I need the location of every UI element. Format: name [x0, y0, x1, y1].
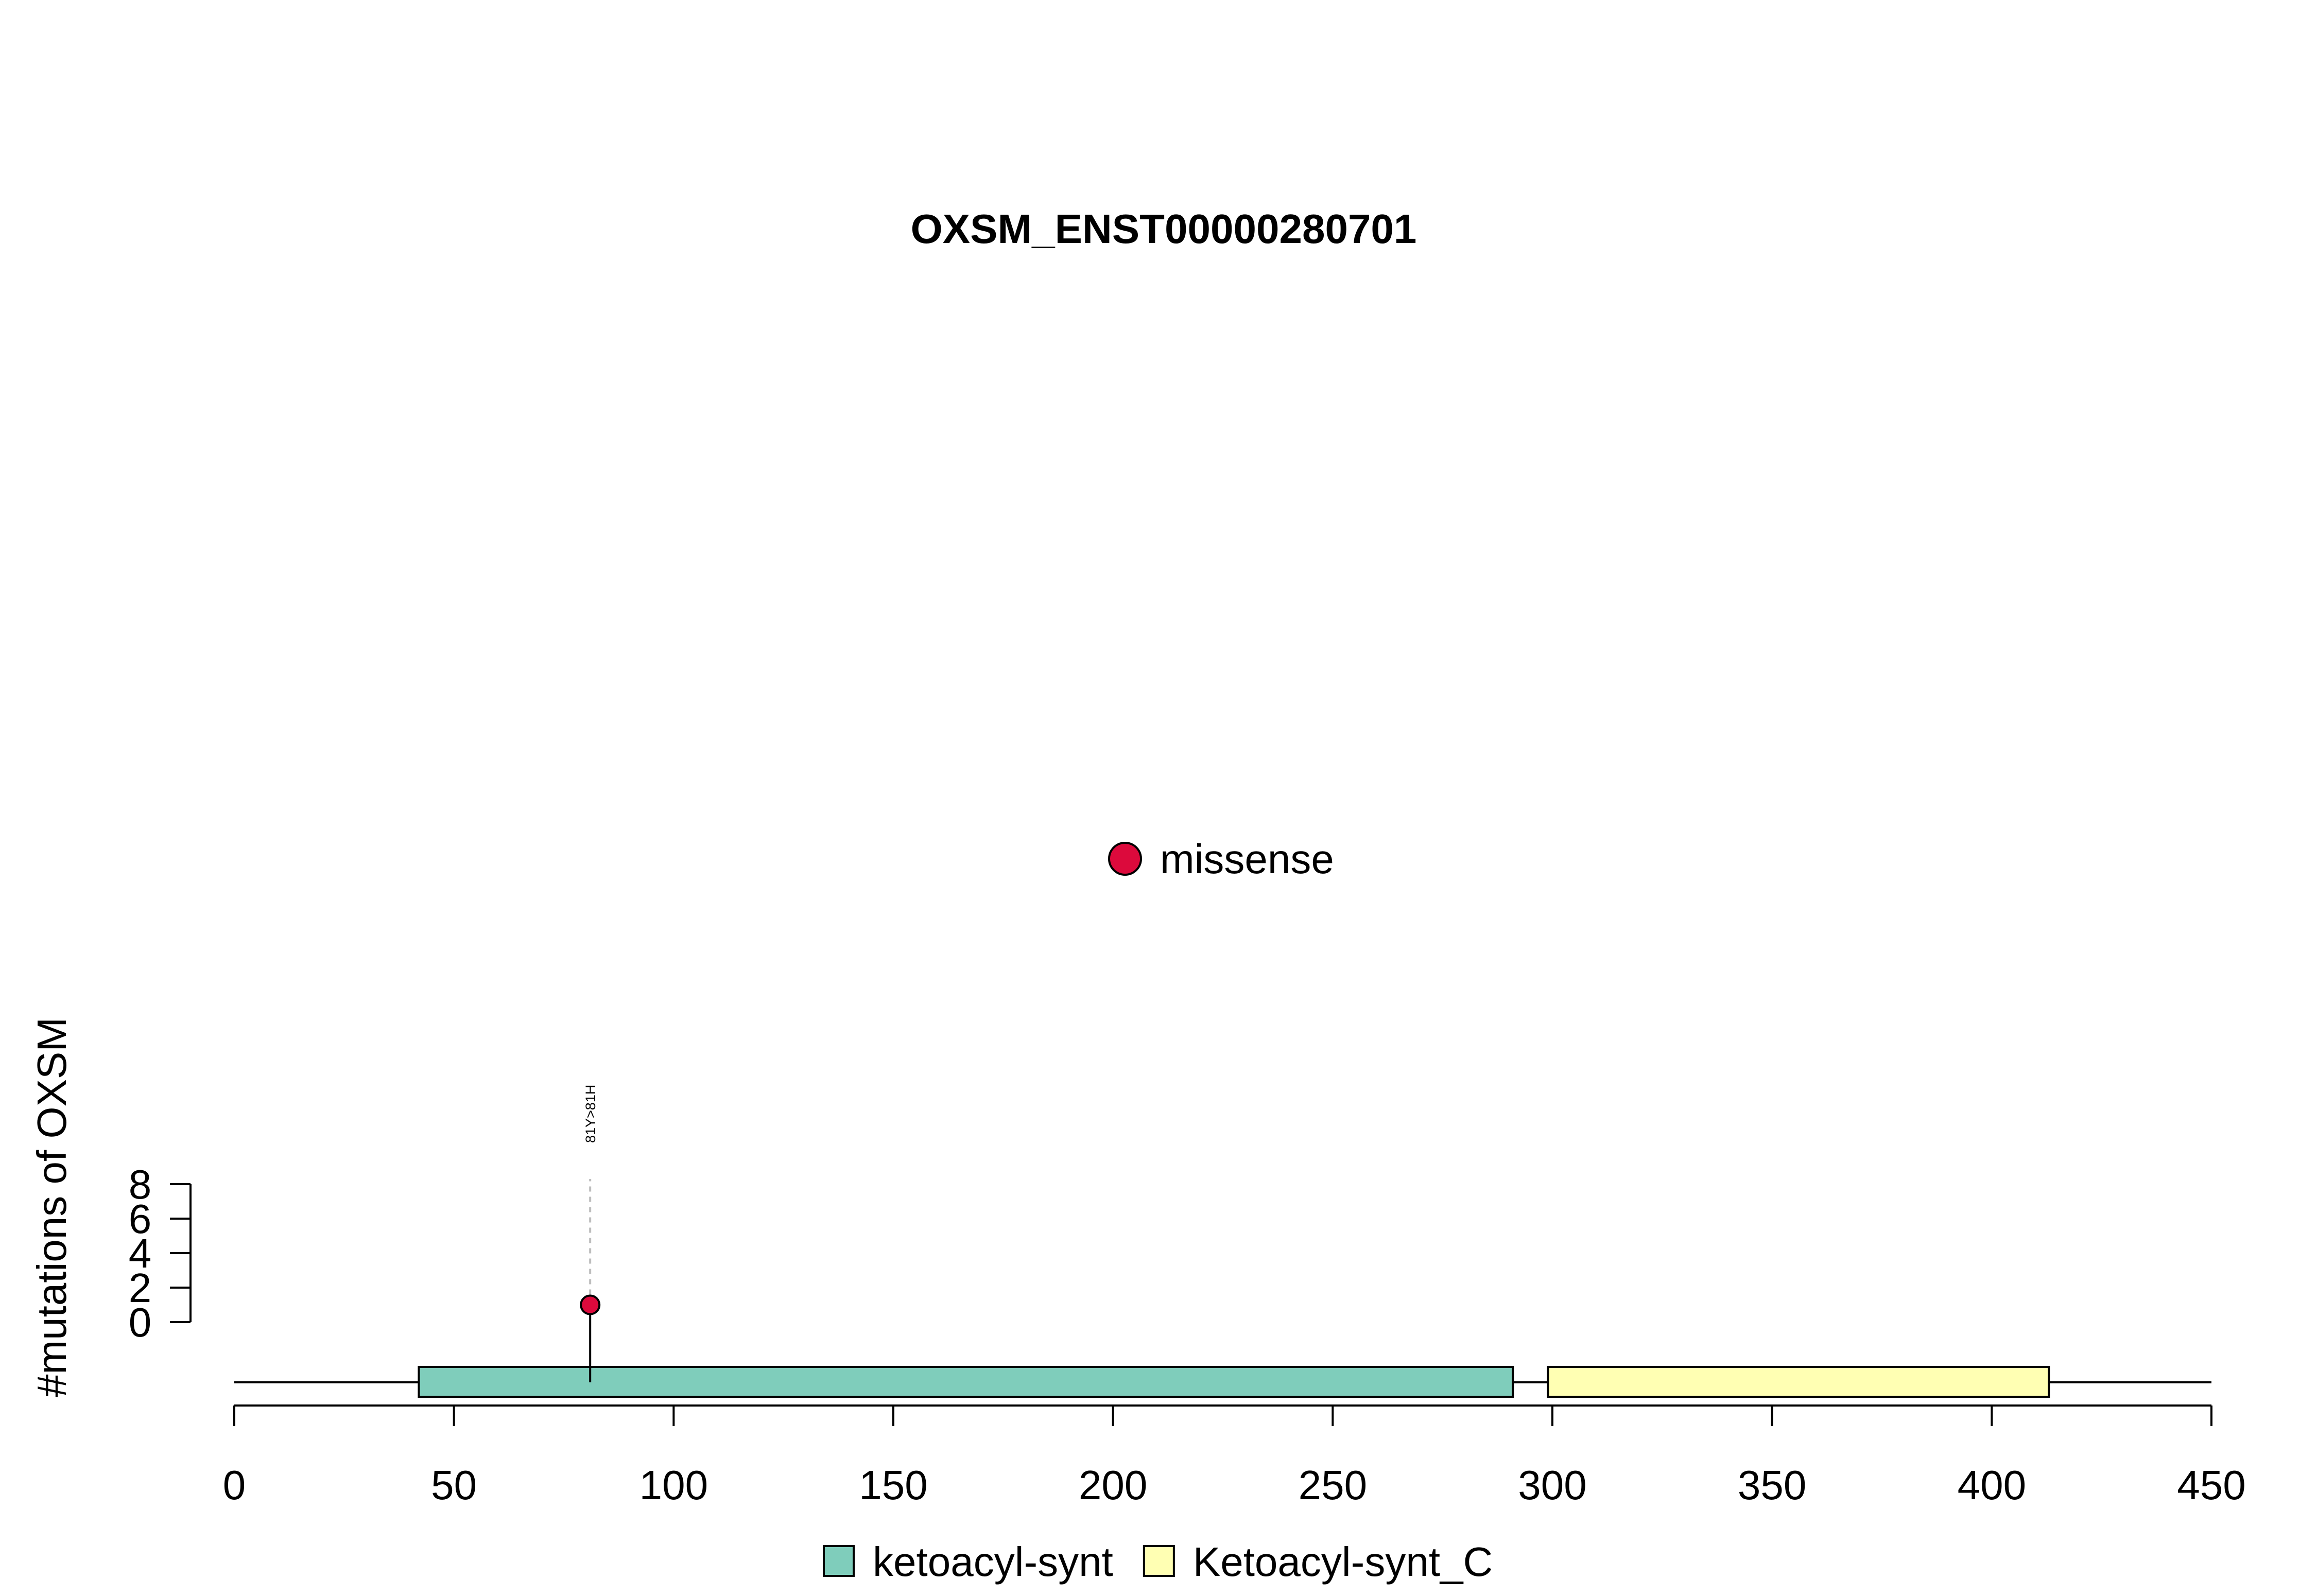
domain-legend: ketoacyl-synt Ketoacyl-synt_C [823, 1539, 1493, 1585]
mutation-point [580, 1294, 601, 1315]
mutation-type-legend: missense [1108, 836, 1334, 882]
x-tick-label: 250 [1299, 1462, 1367, 1508]
y-tick-label: 4 [129, 1230, 152, 1276]
legend-domain-swatch [823, 1545, 855, 1577]
legend-mutation-label: missense [1160, 836, 1334, 882]
mutation-label: 81Y>81H [583, 1085, 598, 1143]
domain-ketoacyl-synt [418, 1366, 1514, 1398]
legend-mutation-dot [1108, 842, 1142, 876]
y-tick-label: 6 [129, 1196, 152, 1242]
legend-domain-label: Ketoacyl-synt_C [1193, 1539, 1493, 1585]
legend-domain-swatch [1143, 1545, 1175, 1577]
x-tick-label: 0 [223, 1462, 246, 1508]
x-tick-label: 300 [1518, 1462, 1586, 1508]
y-tick-label: 0 [129, 1299, 152, 1345]
domain-ketoacyl-synt-c [1547, 1366, 2050, 1398]
x-tick-label: 400 [1958, 1462, 2026, 1508]
legend-domain-label: ketoacyl-synt [873, 1539, 1113, 1585]
x-tick-label: 350 [1738, 1462, 1806, 1508]
mutation-track: 81Y>81H [580, 1085, 601, 1382]
chart-title: OXSM_ENST00000280701 [911, 206, 1417, 252]
x-tick-label: 100 [639, 1462, 708, 1508]
y-axis-title: #mutations of OXSM [29, 1017, 75, 1397]
x-tick-label: 150 [859, 1462, 927, 1508]
x-tick-label: 200 [1079, 1462, 1147, 1508]
domain-track [418, 1366, 2050, 1398]
x-tick-label: 450 [2177, 1462, 2245, 1508]
y-tick-label: 8 [129, 1161, 152, 1207]
x-tick-label: 50 [431, 1462, 477, 1508]
y-tick-label: 2 [129, 1265, 152, 1311]
x-axis: 0 50 100 150 200 250 300 350 400 450 [223, 1404, 2246, 1508]
